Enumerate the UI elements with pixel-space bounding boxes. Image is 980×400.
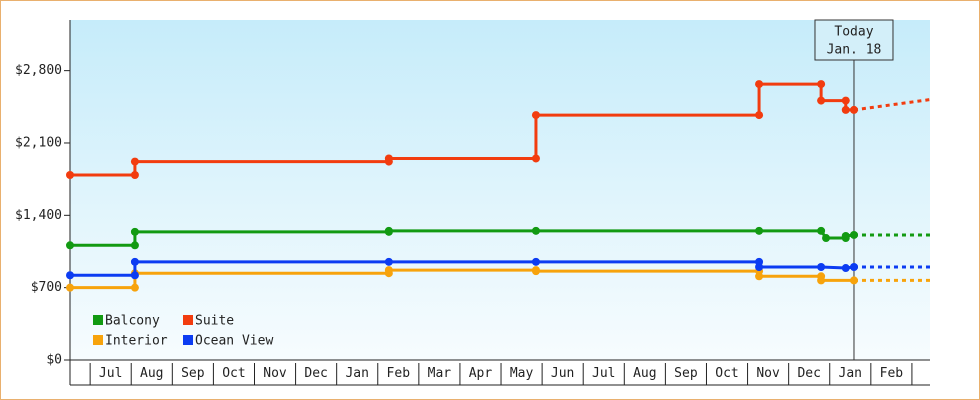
price-point xyxy=(841,231,850,240)
today-box xyxy=(814,19,894,61)
x-tick-label: Dec xyxy=(304,366,327,381)
x-tick-label: Mar xyxy=(428,366,452,381)
x-tick-label: May xyxy=(510,366,534,381)
x-tick-label: Dec xyxy=(797,366,820,381)
price-point xyxy=(817,262,826,271)
y-tick-label: $2,100 xyxy=(15,135,62,150)
y-tick-label: $0 xyxy=(46,353,62,368)
price-point xyxy=(755,272,764,281)
x-tick-label: Oct xyxy=(715,366,738,381)
y-tick-label: $2,800 xyxy=(15,63,62,78)
legend-swatch xyxy=(93,335,103,345)
x-tick-label: Jan xyxy=(839,366,862,381)
legend-swatch xyxy=(183,315,193,325)
y-tick-label: $700 xyxy=(31,280,62,295)
price-point xyxy=(531,226,540,235)
price-point xyxy=(849,105,858,114)
price-point xyxy=(849,230,858,239)
x-tick-label: Jan xyxy=(345,366,368,381)
price-point xyxy=(66,283,74,292)
price-point xyxy=(755,80,764,89)
x-tick-label: Jul xyxy=(99,366,122,381)
legend-label: Ocean View xyxy=(195,334,273,349)
price-point xyxy=(817,80,826,89)
legend-label: Suite xyxy=(195,314,234,329)
price-point xyxy=(849,262,858,271)
x-tick-label: Sep xyxy=(674,366,698,381)
price-point xyxy=(841,96,850,105)
x-tick-label: Apr xyxy=(469,366,493,381)
price-point xyxy=(817,226,826,235)
today-label: Jan. 18 xyxy=(827,43,882,58)
x-tick-label: Jul xyxy=(592,366,615,381)
price-point xyxy=(130,257,139,266)
legend-swatch xyxy=(183,335,193,345)
price-point xyxy=(531,111,540,120)
price-point xyxy=(841,264,850,273)
price-point xyxy=(384,257,393,266)
plot-area xyxy=(70,20,930,360)
price-point xyxy=(531,154,540,163)
x-tick-label: Sep xyxy=(181,366,205,381)
price-line xyxy=(70,260,855,277)
x-tick-label: Nov xyxy=(263,366,287,381)
today-label: Today xyxy=(834,25,873,40)
price-point xyxy=(130,227,139,236)
price-point xyxy=(66,171,74,180)
x-tick-label: Aug xyxy=(140,366,163,381)
y-tick-label: $1,400 xyxy=(15,208,62,223)
price-point xyxy=(130,157,139,166)
price-point xyxy=(755,111,764,120)
x-tick-label: Feb xyxy=(880,366,904,381)
x-tick-label: Jun xyxy=(551,366,574,381)
price-point xyxy=(130,283,139,292)
x-tick-label: Feb xyxy=(387,366,411,381)
legend-swatch xyxy=(93,315,103,325)
price-point xyxy=(531,257,540,266)
price-point xyxy=(66,241,74,250)
price-point xyxy=(66,271,74,280)
price-point xyxy=(130,271,139,280)
price-point xyxy=(841,105,850,114)
price-point xyxy=(817,96,826,105)
price-point xyxy=(822,234,831,243)
price-point xyxy=(817,276,826,285)
price-point xyxy=(384,266,393,275)
price-point xyxy=(384,226,393,235)
price-point xyxy=(849,276,858,285)
price-line xyxy=(70,82,854,177)
price-point xyxy=(130,241,139,250)
price-point xyxy=(130,171,139,180)
price-point xyxy=(755,226,764,235)
price-point xyxy=(531,267,540,276)
x-tick-label: Oct xyxy=(222,366,245,381)
price-point xyxy=(755,262,764,271)
price-point xyxy=(384,154,393,163)
x-tick-label: Nov xyxy=(756,366,780,381)
legend-label: Balcony xyxy=(105,314,160,329)
legend-label: Interior xyxy=(105,334,168,349)
x-tick-label: Aug xyxy=(633,366,656,381)
